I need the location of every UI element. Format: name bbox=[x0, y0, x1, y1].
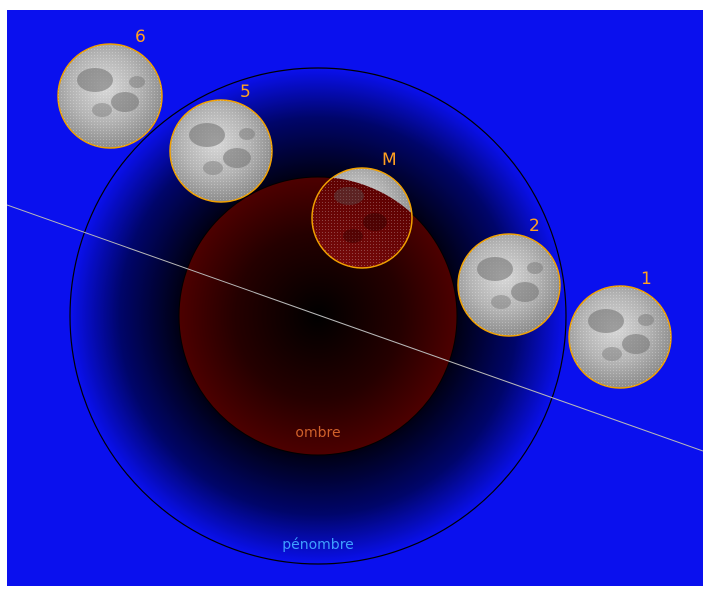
moon-maximum bbox=[311, 167, 413, 269]
moon-6 bbox=[57, 43, 163, 149]
umbra-label: ombre bbox=[295, 425, 340, 441]
moon-5-label: 5 bbox=[240, 82, 251, 102]
moon-1-label: 1 bbox=[641, 269, 652, 289]
moon-1 bbox=[568, 285, 672, 389]
penumbra-label: pénombre bbox=[282, 537, 354, 553]
lunar-eclipse-diagram: 6 5 M 2 1 bbox=[7, 10, 703, 586]
moon-2-label: 2 bbox=[529, 216, 540, 236]
moon-6-label: 6 bbox=[135, 27, 146, 47]
moon-maximum-label: M bbox=[382, 150, 397, 170]
moon-5 bbox=[169, 99, 273, 203]
moon-2 bbox=[457, 233, 561, 337]
ecliptic-line bbox=[7, 204, 703, 452]
